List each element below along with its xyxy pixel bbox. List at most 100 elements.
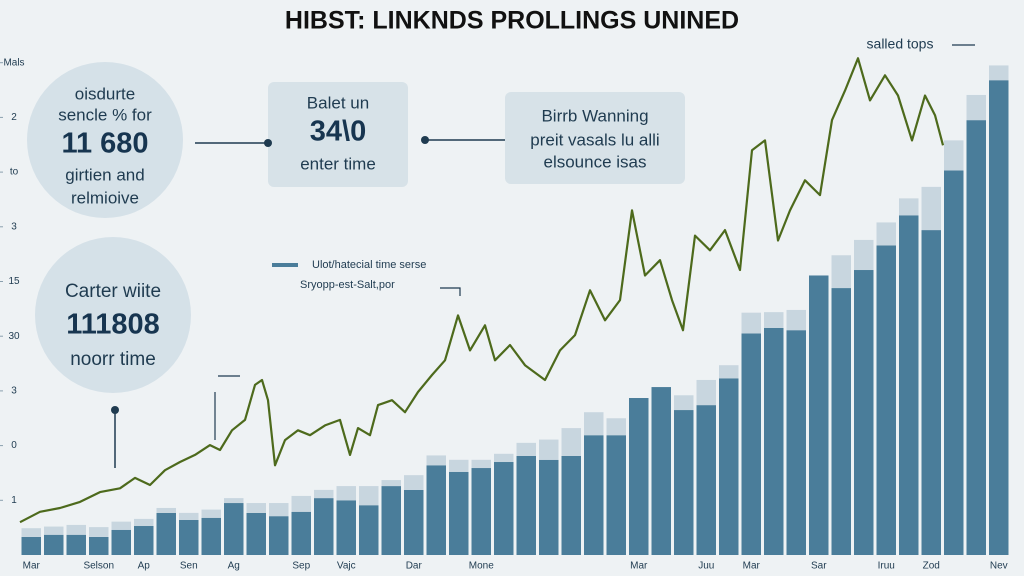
x-tick-label: Ap: [138, 561, 151, 572]
bar: [831, 288, 851, 555]
bar: [966, 120, 986, 555]
bar: [381, 486, 401, 555]
bar: [719, 378, 739, 555]
annotation: salled tops: [867, 36, 934, 52]
connector-dot: [264, 139, 272, 147]
bar: [629, 398, 649, 555]
connector-dot: [111, 406, 119, 414]
bar: [134, 526, 154, 555]
bar: [944, 170, 964, 556]
bar: [966, 94, 986, 121]
x-tick-label: Mar: [743, 561, 761, 572]
bar: [516, 442, 536, 456]
x-tick-label: Vajc: [337, 561, 356, 572]
bar: [291, 511, 311, 555]
callout-text: girtien and: [65, 165, 144, 184]
bar: [44, 534, 64, 555]
line: [19, 57, 945, 524]
bar: [809, 275, 829, 555]
bar: [741, 312, 761, 334]
callout-box: [268, 82, 408, 187]
callout-text: Birrb Wanning: [541, 106, 648, 125]
x-tick-label: Sar: [811, 561, 827, 572]
x-tick-label: Nev: [990, 561, 1008, 572]
bar: [224, 503, 244, 555]
bar: [314, 489, 334, 499]
bar: [336, 486, 356, 501]
y-tick-label: 30: [8, 331, 20, 342]
bar: [606, 418, 626, 436]
legend-label: Ulot/hatecial time serse: [312, 259, 426, 271]
callout-text: preit vasals lu alli: [530, 130, 659, 149]
bar: [224, 498, 244, 504]
callout-number: 11 680: [61, 128, 148, 160]
y-tick-label: 3: [11, 386, 17, 397]
legend-label: Sryopp-est-Salt,por: [300, 279, 395, 291]
bar: [156, 507, 176, 513]
bar: [449, 471, 469, 555]
x-tick-label: Sep: [292, 561, 310, 572]
bar: [66, 524, 86, 535]
bar: [494, 453, 514, 463]
bar: [944, 140, 964, 171]
callout-text: Carter wiite: [65, 281, 161, 302]
bars: [21, 65, 1009, 556]
bar: [111, 529, 131, 555]
bar: [179, 519, 199, 555]
bar: [494, 462, 514, 555]
bar: [561, 455, 581, 555]
bar: [314, 498, 334, 555]
callout-number: 111808: [66, 309, 160, 341]
bar: [921, 230, 941, 555]
x-tick-label: Mone: [469, 561, 494, 572]
bar: [359, 505, 379, 555]
bar: [876, 222, 896, 246]
bar: [584, 435, 604, 555]
y-tick-label: to: [10, 167, 19, 178]
bar: [606, 435, 626, 555]
bar: [156, 512, 176, 555]
bar: [269, 503, 289, 517]
callout-text: elsounce isas: [543, 152, 646, 171]
bar: [989, 65, 1009, 81]
bar: [44, 526, 64, 535]
bar: [404, 489, 424, 555]
bar: [336, 500, 356, 555]
callout-text: oisdurte: [75, 84, 135, 103]
bar: [246, 512, 266, 555]
x-tick-label: Mar: [23, 561, 41, 572]
bar: [584, 412, 604, 436]
bar: [246, 503, 266, 513]
y-tick-label: 15: [8, 276, 20, 287]
bar: [539, 459, 559, 555]
bar: [989, 80, 1009, 555]
x-tick-label: Ag: [228, 561, 240, 572]
bar: [269, 516, 289, 555]
bar: [719, 365, 739, 379]
x-tick-label: Mar: [630, 561, 648, 572]
callout-circle: [35, 237, 191, 393]
chart-title: HIBST: LINKNDS PROLLINGS UNINED: [285, 7, 739, 35]
bar: [66, 534, 86, 555]
bar: [359, 486, 379, 506]
bar: [471, 468, 491, 555]
bar: [786, 309, 806, 331]
bar: [291, 495, 311, 512]
bar: [741, 333, 761, 555]
bar: [201, 509, 221, 518]
bar: [89, 536, 109, 555]
bar: [831, 255, 851, 289]
bar: [134, 518, 154, 527]
callout-text: enter time: [300, 154, 376, 173]
bar: [516, 455, 536, 555]
x-tick-label: Selson: [83, 561, 114, 572]
decorations: [27, 44, 975, 468]
x-tick-label: Juu: [698, 561, 714, 572]
y-tick-label: 0: [11, 440, 17, 451]
bar: [674, 395, 694, 411]
bar: [179, 512, 199, 520]
callout-text: noorr time: [70, 349, 156, 370]
bar: [854, 239, 874, 271]
